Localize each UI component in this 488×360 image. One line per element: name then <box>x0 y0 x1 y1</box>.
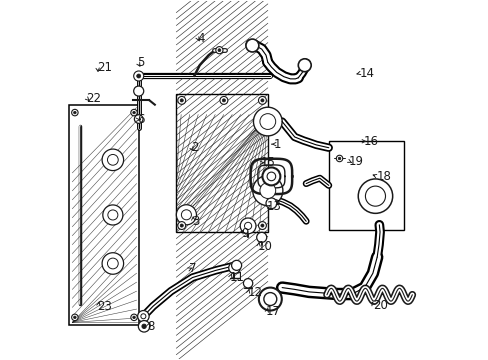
Circle shape <box>72 109 78 116</box>
Circle shape <box>258 96 266 104</box>
Text: 15: 15 <box>260 156 275 169</box>
Circle shape <box>338 157 340 160</box>
Circle shape <box>102 253 123 274</box>
Circle shape <box>73 111 76 114</box>
Circle shape <box>240 218 255 234</box>
Circle shape <box>73 316 76 319</box>
Text: 2: 2 <box>190 141 198 154</box>
Text: 1: 1 <box>273 138 281 150</box>
Text: 22: 22 <box>86 92 101 105</box>
Circle shape <box>102 149 123 171</box>
Circle shape <box>336 155 342 162</box>
Circle shape <box>243 279 252 288</box>
Circle shape <box>142 324 146 328</box>
Circle shape <box>245 39 258 52</box>
Circle shape <box>256 232 266 242</box>
Circle shape <box>258 222 266 229</box>
Circle shape <box>108 210 118 220</box>
Circle shape <box>133 71 143 81</box>
Circle shape <box>178 222 185 229</box>
Text: 5: 5 <box>137 56 144 69</box>
Text: 17: 17 <box>265 306 281 319</box>
Circle shape <box>141 314 145 319</box>
Circle shape <box>358 179 392 213</box>
Circle shape <box>137 74 141 78</box>
Circle shape <box>260 114 275 130</box>
Text: 12: 12 <box>247 287 262 300</box>
Circle shape <box>266 172 275 181</box>
Text: 11: 11 <box>229 271 244 284</box>
Circle shape <box>260 224 264 227</box>
Text: 13: 13 <box>266 201 281 213</box>
Circle shape <box>260 99 264 102</box>
Text: 8: 8 <box>147 320 155 333</box>
Circle shape <box>178 96 185 104</box>
Circle shape <box>134 115 142 123</box>
Circle shape <box>107 154 118 165</box>
Circle shape <box>176 205 196 225</box>
Circle shape <box>218 49 221 51</box>
Circle shape <box>133 86 143 96</box>
Circle shape <box>180 224 183 227</box>
Circle shape <box>102 205 122 225</box>
Circle shape <box>262 167 280 185</box>
Circle shape <box>107 258 118 269</box>
Text: 7: 7 <box>188 262 196 275</box>
Circle shape <box>244 222 251 229</box>
Text: 16: 16 <box>363 135 378 148</box>
Circle shape <box>228 262 240 274</box>
Circle shape <box>253 107 282 136</box>
Text: 20: 20 <box>372 299 387 312</box>
Circle shape <box>220 96 227 104</box>
Circle shape <box>131 314 137 320</box>
Text: 4: 4 <box>197 32 204 45</box>
Bar <box>69 105 139 325</box>
Circle shape <box>132 111 135 114</box>
Circle shape <box>260 183 275 198</box>
Circle shape <box>215 46 223 54</box>
Circle shape <box>137 311 149 322</box>
Circle shape <box>138 320 149 332</box>
Circle shape <box>222 99 225 102</box>
Text: 19: 19 <box>348 155 363 168</box>
Text: 6: 6 <box>137 113 144 126</box>
Circle shape <box>258 288 281 311</box>
Bar <box>328 140 403 230</box>
Circle shape <box>231 260 241 270</box>
Text: 3: 3 <box>192 215 200 228</box>
Circle shape <box>72 314 78 320</box>
Text: 18: 18 <box>376 170 390 183</box>
Text: 21: 21 <box>97 60 112 73</box>
Circle shape <box>265 198 276 209</box>
Text: 14: 14 <box>359 67 373 80</box>
Circle shape <box>264 293 276 306</box>
Circle shape <box>252 176 282 206</box>
Circle shape <box>180 99 183 102</box>
Circle shape <box>365 186 385 206</box>
Text: 10: 10 <box>257 240 272 253</box>
Circle shape <box>131 109 137 116</box>
Circle shape <box>181 210 191 220</box>
Text: 23: 23 <box>97 300 112 313</box>
Circle shape <box>132 316 135 319</box>
Text: 9: 9 <box>241 226 248 239</box>
Bar <box>176 94 267 232</box>
Circle shape <box>298 59 310 72</box>
